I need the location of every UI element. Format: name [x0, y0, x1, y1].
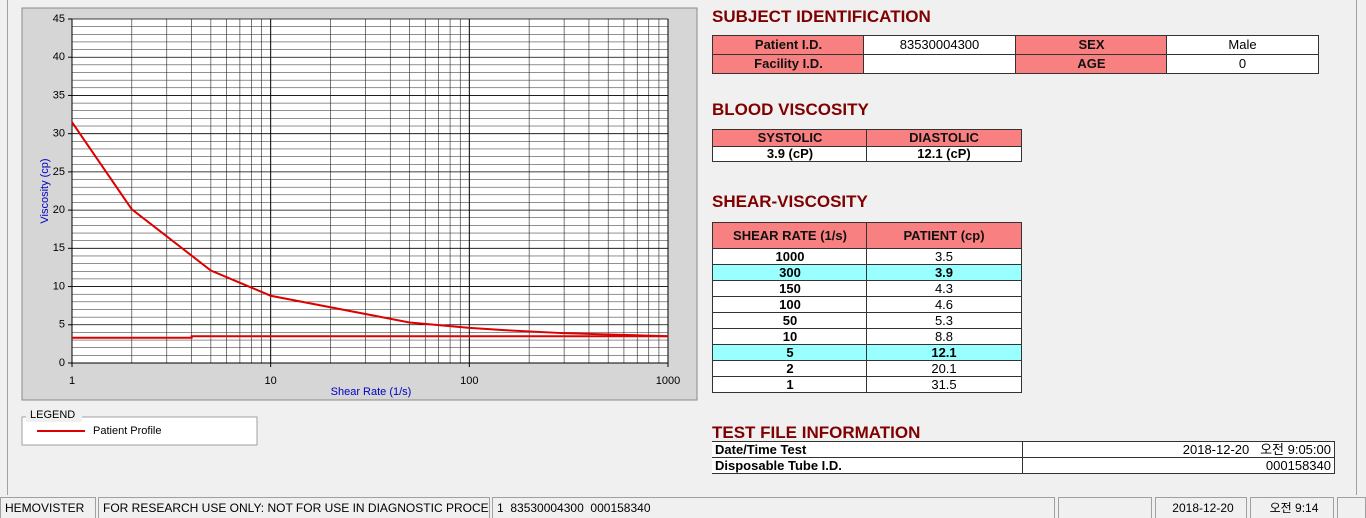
y-axis-title: Viscosity (cp) — [39, 158, 51, 223]
header-cell: PATIENT (cp) — [866, 222, 1022, 249]
y-tick-label: 35 — [53, 89, 65, 101]
status-cell: HEMOVISTER — [0, 497, 96, 518]
legend-title-bg — [26, 409, 82, 422]
data-line — [71, 121, 669, 338]
field-value: 0 — [1166, 54, 1319, 74]
table-cell: 3.5 — [866, 248, 1022, 265]
x-tick-label: 1000 — [656, 375, 680, 387]
table-cell: 12.1 — [866, 344, 1022, 361]
table-cell: 5 — [712, 344, 868, 361]
field-value: Male — [1166, 35, 1319, 55]
table-cell: 31.5 — [866, 376, 1022, 393]
legend-title: LEGEND — [30, 409, 75, 421]
section-title: TEST FILE INFORMATION — [712, 423, 921, 442]
header-cell: SHEAR RATE (1/s) — [712, 222, 868, 249]
table-cell: 100 — [712, 296, 868, 313]
y-tick-label: 25 — [53, 166, 65, 178]
status-cell — [1337, 497, 1366, 518]
frame-border — [1356, 0, 1357, 495]
x-tick-label: 10 — [265, 375, 277, 387]
table-cell: 1000 — [712, 248, 868, 265]
field-value: 2018-12-20 오전 9:05:00 — [1022, 441, 1335, 458]
x-axis-title: Shear Rate (1/s) — [331, 386, 412, 398]
data-line — [72, 335, 668, 339]
status-cell: FOR RESEARCH USE ONLY: NOT FOR USE IN DI… — [98, 497, 490, 518]
status-cell: 오전 9:14 — [1250, 497, 1334, 518]
y-tick-label: 40 — [53, 51, 65, 63]
table-cell: 1 — [712, 376, 868, 393]
table-cell: 4.3 — [866, 280, 1022, 297]
field-value — [863, 54, 1016, 74]
status-cell: 1 83530004300 000158340 — [492, 497, 1055, 518]
field-label: Disposable Tube I.D. — [712, 457, 1023, 474]
y-tick-label: 20 — [53, 204, 65, 216]
frame-border — [7, 0, 8, 495]
y-tick-label: 10 — [53, 280, 65, 292]
y-tick-label: 45 — [53, 13, 65, 25]
table-cell: 300 — [712, 264, 868, 281]
section-title: BLOOD VISCOSITY — [712, 100, 869, 119]
field-value: 83530004300 — [863, 35, 1016, 55]
field-label: SEX — [1015, 35, 1168, 55]
x-tick-label: 100 — [460, 375, 478, 387]
section-title: SHEAR-VISCOSITY — [712, 192, 868, 211]
legend-label: Patient Profile — [93, 425, 161, 437]
table-cell: 10 — [712, 328, 868, 345]
field-value: 000158340 — [1022, 457, 1335, 474]
field-label: Facility I.D. — [712, 54, 865, 74]
header-cell: DIASTOLIC — [866, 129, 1022, 147]
chart: Viscosity (cp) Shear Rate (1/s) LEGEND 0… — [21, 7, 698, 446]
y-tick-label: 0 — [59, 357, 65, 369]
y-tick-label: 5 — [59, 319, 65, 331]
table-cell: 20.1 — [866, 360, 1022, 377]
y-tick-label: 30 — [53, 128, 65, 140]
y-tick-label: 15 — [53, 242, 65, 254]
status-cell — [1058, 497, 1152, 518]
table-cell: 4.6 — [866, 296, 1022, 313]
plot-area — [72, 19, 668, 363]
value-cell: 3.9 (cP) — [712, 146, 868, 162]
table-cell: 2 — [712, 360, 868, 377]
status-cell: 2018-12-20 — [1155, 497, 1247, 518]
field-label: AGE — [1015, 54, 1168, 74]
field-label: Patient I.D. — [712, 35, 865, 55]
x-tick-label: 1 — [69, 375, 75, 387]
table-cell: 5.3 — [866, 312, 1022, 329]
table-cell: 150 — [712, 280, 868, 297]
field-label: Date/Time Test — [712, 441, 1023, 458]
table-cell: 3.9 — [866, 264, 1022, 281]
section-title: SUBJECT IDENTIFICATION — [712, 7, 931, 26]
value-cell: 12.1 (cP) — [866, 146, 1022, 162]
table-cell: 50 — [712, 312, 868, 329]
header-cell: SYSTOLIC — [712, 129, 868, 147]
table-cell: 8.8 — [866, 328, 1022, 345]
